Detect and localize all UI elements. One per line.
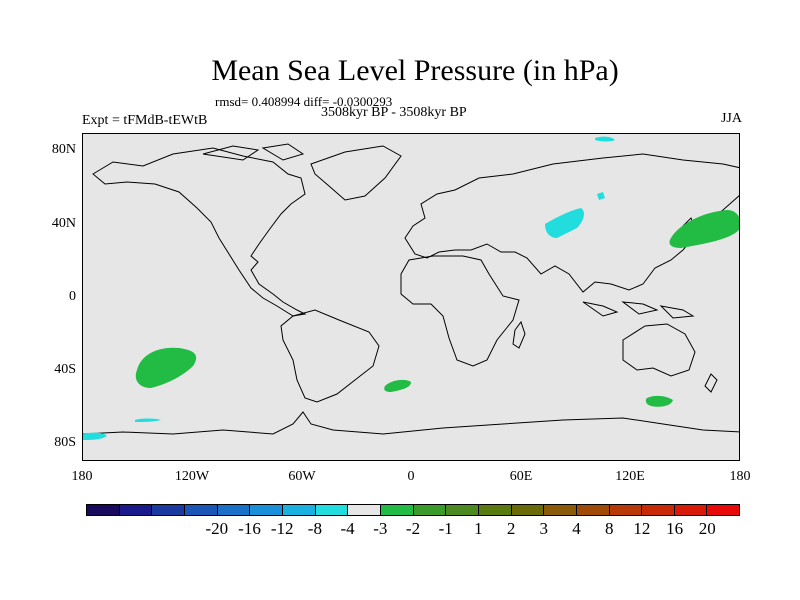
anomaly-southern-ocean-east xyxy=(645,395,673,407)
colorbar-label: -20 xyxy=(205,519,229,538)
colorbar-box xyxy=(478,505,512,515)
colorbar-label: 3 xyxy=(539,519,549,538)
lon-tick-60e: 60E xyxy=(509,469,533,484)
experiment-label: Expt = tFMdB-tEWtB xyxy=(82,113,208,128)
colorbar-box xyxy=(576,505,610,515)
anomaly-east-asia-small xyxy=(597,192,605,200)
colorbar-box xyxy=(282,505,316,515)
lat-tick-eq: 0 xyxy=(69,289,76,304)
anomaly-arctic-siberia xyxy=(595,136,615,142)
anomaly-south-pacific xyxy=(135,347,197,388)
colorbar-label: -8 xyxy=(307,519,322,538)
colorbar-label: 20 xyxy=(698,519,716,538)
lat-tick-80n: 80N xyxy=(51,142,76,157)
anomaly-central-asia xyxy=(545,208,584,238)
coast-maritime-continent xyxy=(582,301,695,319)
lon-tick-180e: 180 xyxy=(729,469,751,484)
period-label: 3508kyr BP - 3508kyr BP xyxy=(321,105,467,120)
colorbar-box xyxy=(707,505,740,515)
colorbar-box xyxy=(315,505,349,515)
colorbar-box xyxy=(119,505,153,515)
colorbar-box xyxy=(152,505,185,515)
lon-tick-60w: 60W xyxy=(288,469,316,484)
colorbar-label: 8 xyxy=(604,519,614,538)
colorbar-box xyxy=(87,505,120,515)
colorbar-box xyxy=(609,505,643,515)
lat-tick-80s: 80S xyxy=(54,435,76,450)
coast-africa xyxy=(400,255,520,367)
coast-antarctica xyxy=(83,411,739,435)
colorbar-box xyxy=(446,505,479,515)
colorbar-label: 16 xyxy=(666,519,684,538)
colorbar-label: -1 xyxy=(438,519,453,538)
coast-arctic-islands xyxy=(202,143,305,161)
colorbar-box xyxy=(217,505,251,515)
colorbar-box xyxy=(642,505,675,515)
lat-tick-40s: 40S xyxy=(54,362,76,377)
season-label: JJA xyxy=(720,111,742,126)
colorbar-label: 1 xyxy=(474,519,483,538)
coast-new-zealand xyxy=(704,373,718,393)
colorbar-label: -3 xyxy=(373,519,388,538)
coastlines xyxy=(83,143,739,435)
colorbar-label: 2 xyxy=(506,519,516,538)
coast-eurasia xyxy=(404,153,739,293)
chart-title: Mean Sea Level Pressure (in hPa) xyxy=(211,54,619,87)
colorbar-label: 4 xyxy=(572,519,581,538)
world-map xyxy=(83,136,739,440)
anomaly-patches xyxy=(83,136,739,440)
coast-north-america xyxy=(92,147,307,317)
anomaly-southern-ocean-west xyxy=(83,432,107,440)
coast-greenland xyxy=(310,145,402,201)
colorbar-label: -12 xyxy=(270,519,294,538)
coast-australia xyxy=(622,323,696,377)
colorbar-box xyxy=(674,505,708,515)
lon-tick-120w: 120W xyxy=(174,469,210,484)
colorbar-box xyxy=(250,505,283,515)
colorbar-box xyxy=(184,505,218,515)
anomaly-southern-ocean-mid xyxy=(135,418,161,422)
lon-tick-0: 0 xyxy=(407,469,415,484)
anomaly-south-atlantic xyxy=(384,379,411,392)
colorbar-label: -2 xyxy=(405,519,421,538)
lat-tick-40n: 40N xyxy=(51,216,76,231)
coast-madagascar xyxy=(512,320,526,349)
rmsd-diff-stats: rmsd= 0.408994 diff= -0.0300293 xyxy=(215,94,393,109)
colorbar-label: -16 xyxy=(238,519,261,538)
lon-tick-120e: 120E xyxy=(615,469,645,484)
colorbar-box xyxy=(380,505,414,515)
colorbar-box xyxy=(544,505,577,515)
colorbar-box xyxy=(348,505,381,515)
colorbar-label: -4 xyxy=(340,519,355,538)
map-panel xyxy=(82,133,740,461)
coast-south-america xyxy=(280,309,380,403)
colorbar-box xyxy=(413,505,447,515)
colorbar-box xyxy=(511,505,545,515)
anomaly-north-pacific xyxy=(669,210,739,248)
colorbar-label: 12 xyxy=(633,519,651,538)
lon-tick-180w: 180 xyxy=(71,469,93,484)
colorbar xyxy=(86,504,740,516)
